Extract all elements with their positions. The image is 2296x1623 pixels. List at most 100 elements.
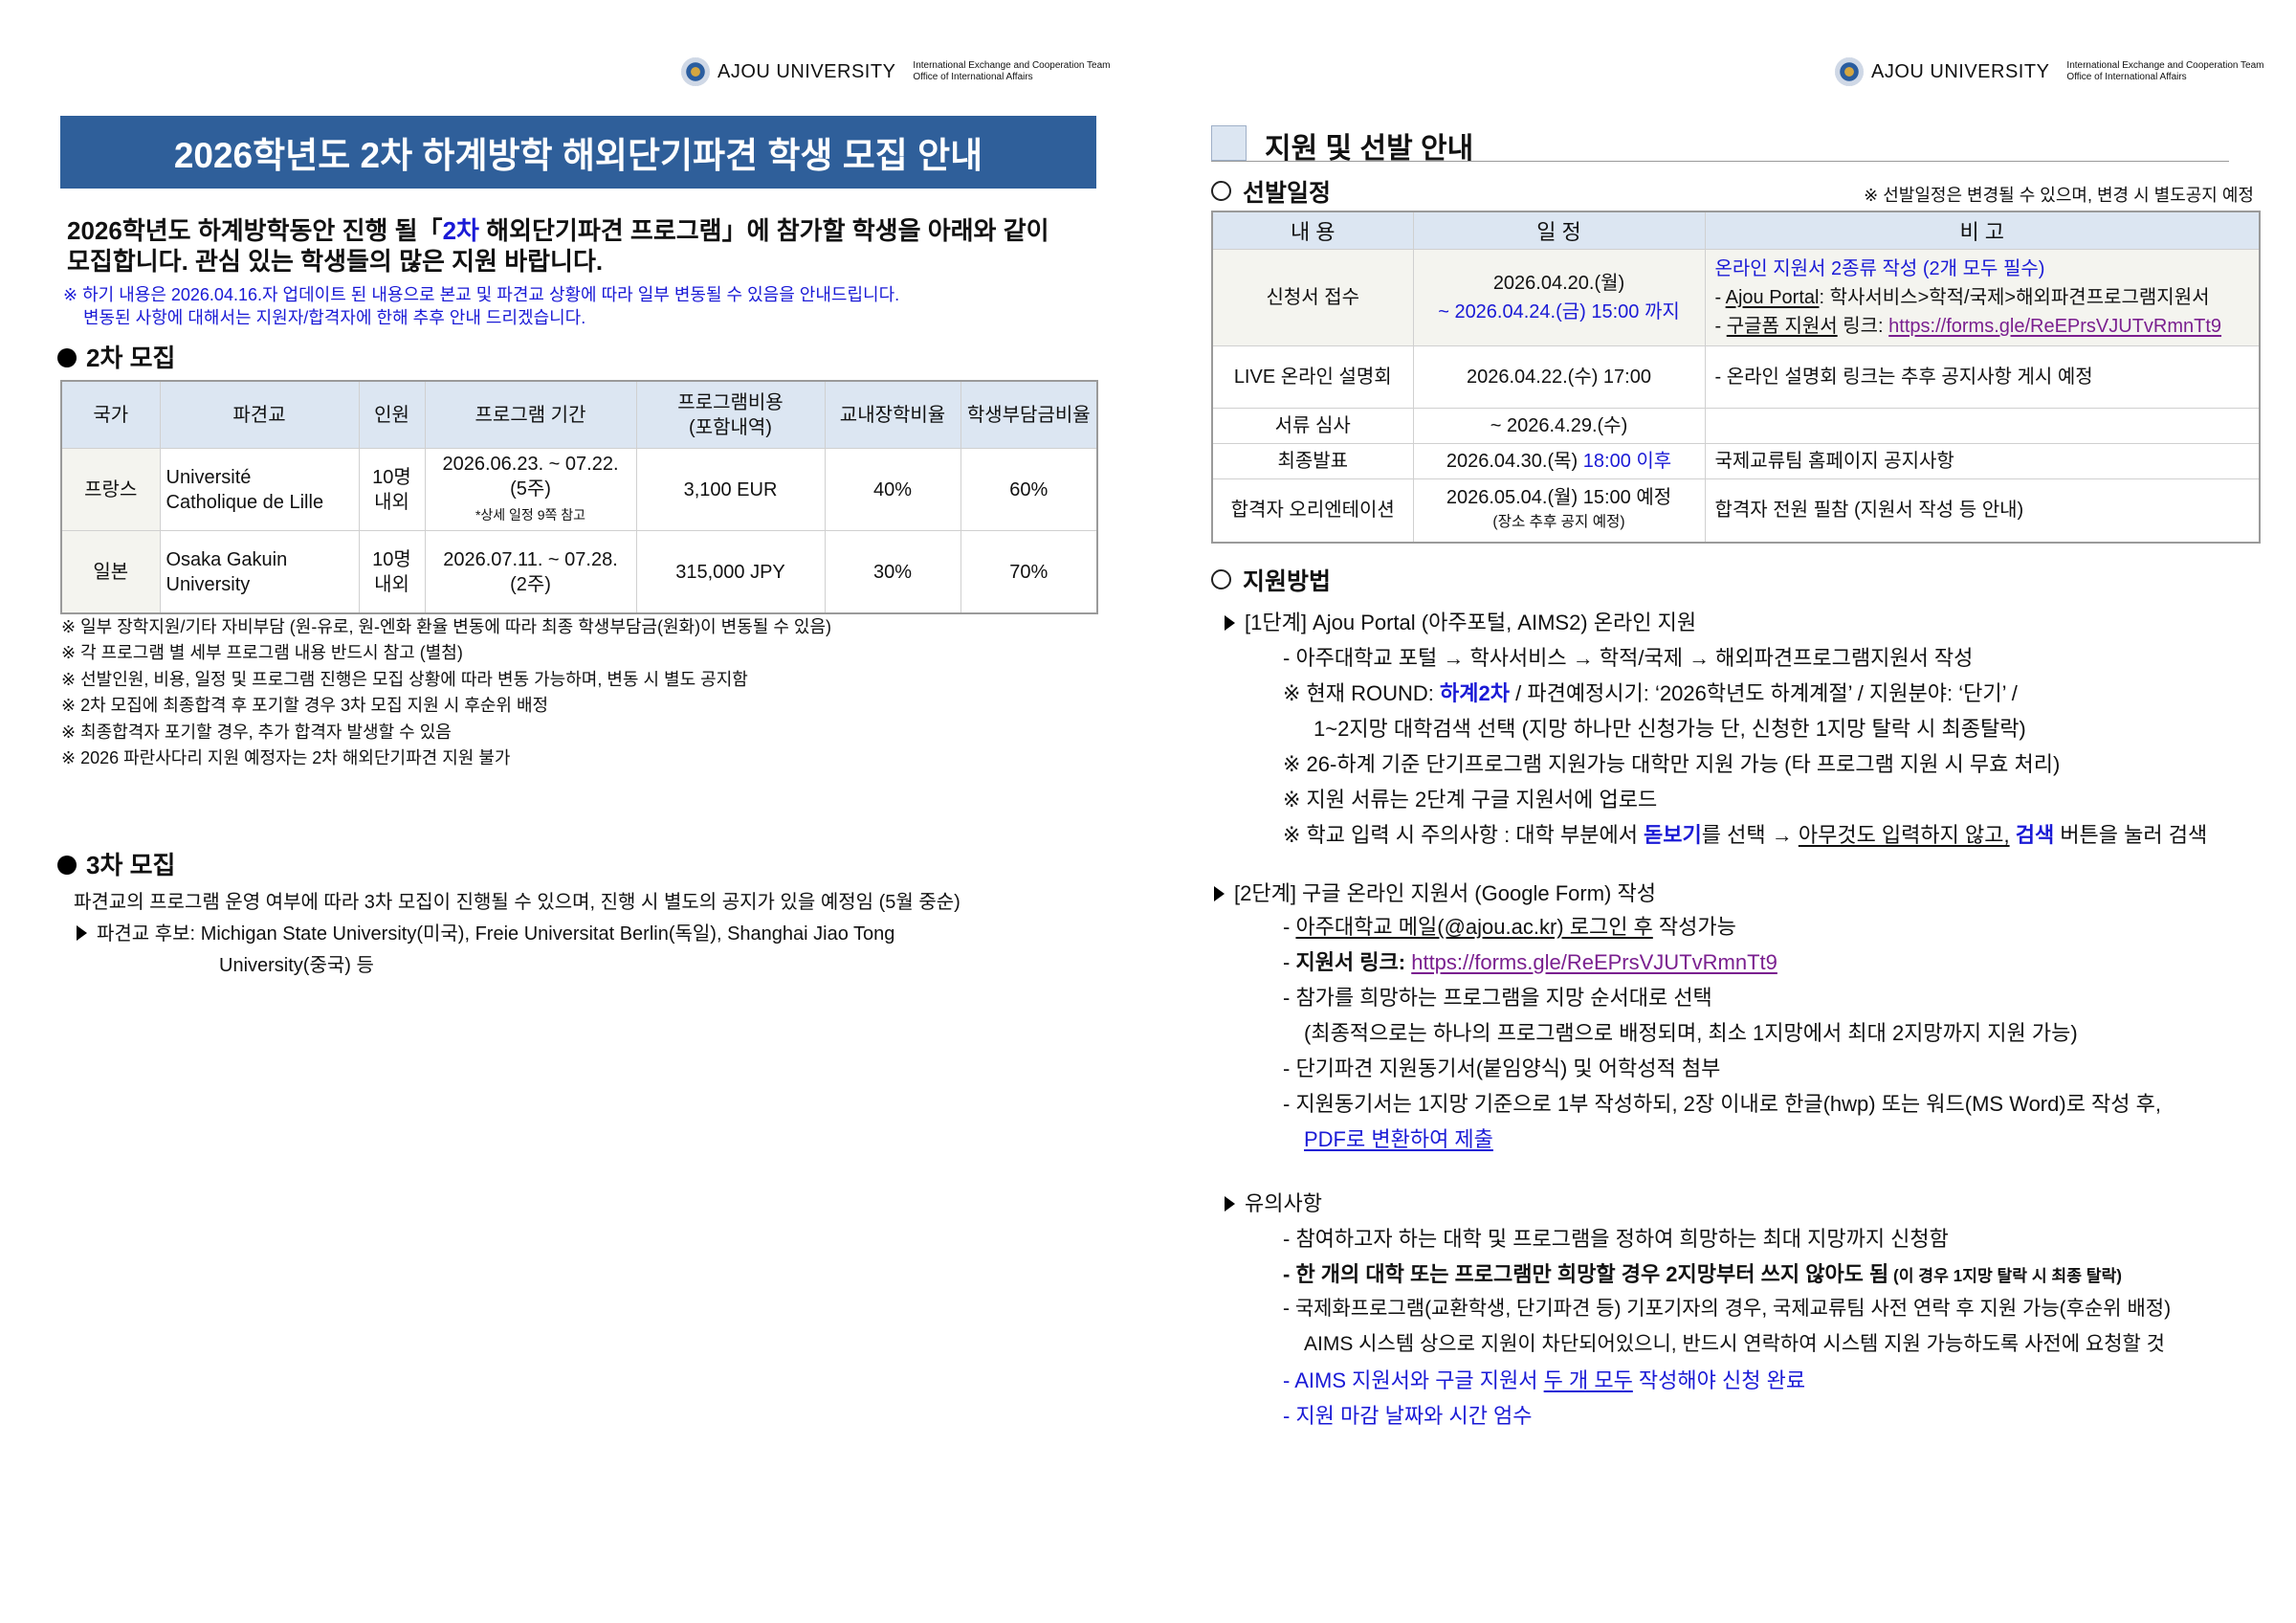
col-scholarship: 교내장학비율	[824, 380, 961, 449]
student-share: 60%	[960, 448, 1098, 531]
text-segment: 아주대학교 메일(@ajou.ac.kr) 로그인 후	[1295, 915, 1653, 939]
schedule-date: 2026.05.04.(월) 15:00 예정 (장소 추후 공지 예정)	[1412, 478, 1706, 543]
round2-heading: 2차 모집	[57, 339, 175, 374]
text-segment: 18:00 이후	[1582, 451, 1672, 472]
round3-candidates-cont: University(중국) 등	[219, 955, 374, 976]
section-title: 지원 및 선발 안내	[1265, 133, 1474, 165]
team-name: International Exchange and Cooperation T…	[913, 60, 1111, 71]
text-segment: 지원서 링크:	[1295, 950, 1412, 974]
remark-line: 합격자 전원 필참 (지원서 작성 등 안내)	[1715, 496, 2254, 524]
caution-line: - 국제화프로그램(교환학생, 단기파견 등) 기포기자의 경우, 국제교류팀 …	[1283, 1293, 2171, 1322]
update-notice-2: 변동된 사항에 대해서는 지원자/합격자에 한해 추후 안내 드리겠습니다.	[83, 308, 586, 327]
cautions-heading: 유의사항	[1225, 1187, 1322, 1217]
table-row: 최종발표 2026.04.30.(목) 18:00 이후 국제교류팀 홈페이지 …	[1211, 443, 2261, 479]
date-line: 2026.04.20.(월)	[1420, 269, 1699, 298]
text-segment: - 단기파견 지원동기서(붙임양식) 및 어학성적 첨부	[1283, 1056, 1721, 1080]
section-square-icon	[1211, 125, 1247, 161]
method-heading-text: 지원방법	[1243, 568, 1332, 595]
step2-text: [2단계] 구글 온라인 지원서 (Google Form) 작성	[1234, 881, 1656, 905]
text-segment: 링크:	[1837, 316, 1889, 337]
text-segment: ※ 지원 서류는 2단계 구글 지원서에 업로드	[1283, 788, 1658, 812]
text-segment: ※ 현재 ROUND:	[1283, 681, 1441, 705]
period: 2026.06.23. ~ 07.22. (5주) *상세 일정 9쪽 참고	[424, 448, 637, 531]
university-logo: AJOU UNIVERSITY International Exchange a…	[681, 57, 1111, 86]
caution-line: - AIMS 지원서와 구글 지원서 두 개 모두 작성해야 신청 완료	[1283, 1364, 1805, 1394]
note-line: ※ 일부 장학지원/기타 자비부담 (원-유로, 원-엔화 환율 변동에 따라 …	[61, 617, 832, 636]
date-line: ~ 2026.4.29.(수)	[1420, 411, 1699, 440]
text-segment: 2차	[442, 216, 479, 245]
table-row: LIVE 온라인 설명회 2026.04.22.(수) 17:00 - 온라인 …	[1211, 345, 2261, 409]
office-line: Office of International Affairs	[913, 72, 1033, 82]
remark-line[interactable]: - 구글폼 지원서 링크: https://forms.gle/ReEPrsVJ…	[1715, 312, 2254, 341]
note-line: ※ 최종합격자 포기할 경우, 추가 합격자 발생할 수 있음	[61, 723, 452, 742]
text-segment: / 파견예정시기: ‘2026학년도 하계계절’ / 지원분야: ‘단기’ /	[1510, 681, 2018, 705]
date-line: 2026.05.04.(월) 15:00 예정	[1420, 486, 1699, 509]
schedule-remark: - 온라인 설명회 링크는 추후 공지사항 게시 예정	[1704, 345, 2261, 409]
schedule-heading: 선발일정	[1211, 174, 1331, 209]
note-line: ※ 각 프로그램 별 세부 프로그램 내용 반드시 참고 (별첨)	[61, 643, 463, 662]
university-name: AJOU UNIVERSITY	[718, 60, 896, 82]
university-logo: AJOU UNIVERSITY International Exchange a…	[1835, 57, 2264, 86]
text-segment: 작성가능	[1652, 915, 1736, 939]
table-row: 합격자 오리엔테이션 2026.05.04.(월) 15:00 예정 (장소 추후…	[1211, 478, 2261, 543]
schedule-remark: 온라인 지원서 2종류 작성 (2개 모두 필수) - Ajou Portal: …	[1704, 249, 2261, 346]
text-segment: -	[1714, 287, 1726, 308]
form-link[interactable]: https://forms.gle/ReEPrsVJUTvRmnTt9	[1888, 316, 2222, 337]
text-segment: - 지원동기서는 1지망 기준으로 1부 작성하되, 2장 이내로 한글(hwp…	[1283, 1092, 2161, 1116]
schedule-date: 2026.04.22.(수) 17:00	[1412, 345, 1706, 409]
schedule-date: ~ 2026.4.29.(수)	[1412, 408, 1706, 444]
text-segment: (최종적으로는 하나의 프로그램으로 배정되며, 최소 1지망에서 최대 2지망…	[1304, 1021, 2078, 1045]
capacity-line: 10명	[372, 548, 411, 570]
text-segment: : 학사서비스>학적/국제>해외파견프로그램지원서	[1819, 287, 2210, 308]
form-link-line[interactable]: - 지원서 링크: https://forms.gle/ReEPrsVJUTvR…	[1283, 945, 1777, 976]
text-segment: 하계2차	[1440, 681, 1510, 705]
text-segment: ※ 26-하계 기준 단기프로그램 지원가능 대학만 지원 가능 (타 프로그램…	[1283, 752, 2061, 776]
col-cost: 프로그램비용 (포함내역)	[635, 380, 826, 449]
method-line: - 단기파견 지원동기서(붙임양식) 및 어학성적 첨부	[1283, 1052, 1720, 1082]
col-country: 국가	[60, 380, 161, 449]
schedule-table: 내 용 일 정 비 고 신청서 접수 2026.04.20.(월) ~ 2026.…	[1211, 211, 2261, 544]
text-segment: -	[1283, 915, 1296, 939]
cost: 3,100 EUR	[635, 448, 826, 531]
text-segment: [1단계] Ajou Portal (아주포털, AIMS2) 온라인 지원	[1245, 611, 1697, 634]
school-line: Osaka Gakuin	[166, 548, 288, 570]
text-segment: (이 경우 1지망 탈락 시 최종 탈락)	[1888, 1266, 2123, 1285]
schedule-remark	[1704, 408, 2261, 444]
period: 2026.07.11. ~ 07.28. (2주)	[424, 530, 637, 614]
table-row: 서류 심사 ~ 2026.4.29.(수)	[1211, 408, 2261, 444]
form-link[interactable]: https://forms.gle/ReEPrsVJUTvRmnTt9	[1411, 950, 1777, 974]
note-line: ※ 선발인원, 비용, 일정 및 프로그램 진행은 모집 상황에 따라 변동 가…	[61, 670, 748, 689]
text-segment: ~ 2026.4.29.(수)	[1490, 415, 1628, 436]
program-table: 국가 파견교 인원 프로그램 기간 프로그램비용 (포함내역) 교내장학비율 학…	[60, 380, 1098, 614]
round3-candidates: 파견교 후보: Michigan State University(미국), F…	[77, 918, 894, 945]
circle-bullet-icon	[1211, 181, 1231, 201]
method-heading: 지원방법	[1211, 563, 1331, 597]
text-segment: 검색	[2015, 823, 2055, 847]
schedule-item: 최종발표	[1211, 443, 1414, 479]
school-line: University	[166, 573, 251, 595]
remark-line: - 온라인 설명회 링크는 추후 공지사항 게시 예정	[1715, 363, 2254, 391]
method-line: ※ 학교 입력 시 주의사항 : 대학 부분에서 돋보기를 선택 → 아무것도 …	[1283, 818, 2207, 849]
table-header-row: 내 용 일 정 비 고	[1211, 211, 2261, 250]
text-segment: AIMS 시스템 상으로 지원이 차단되어있으니, 반드시 연락하여 시스템 지…	[1304, 1333, 2165, 1355]
period-weeks: (5주)	[510, 478, 551, 500]
country: 일본	[60, 530, 161, 614]
text-segment: 돋보기	[1644, 823, 1702, 847]
scholarship: 40%	[824, 448, 961, 531]
scholarship: 30%	[824, 530, 961, 614]
update-notice-1: ※ 하기 내용은 2026.04.16.자 업데이트 된 내용으로 본교 및 파…	[63, 285, 900, 304]
university-name: AJOU UNIVERSITY	[1871, 60, 2050, 82]
caution-line: - 지원 마감 날짜와 시간 엄수	[1283, 1399, 1533, 1430]
col-period: 프로그램 기간	[424, 380, 637, 449]
text-segment: ~ 2026.04.24.(금) 15:00 까지	[1438, 301, 1680, 322]
triangle-bullet-icon	[1225, 1196, 1235, 1212]
schedule-item: 서류 심사	[1211, 408, 1414, 444]
col-capacity: 인원	[358, 380, 426, 449]
text-segment: ※ 학교 입력 시 주의사항 : 대학 부분에서	[1283, 823, 1645, 847]
text-segment: 국제교류팀 홈페이지 공지사항	[1714, 451, 1954, 472]
intro-line-1: 2026학년도 하계방학동안 진행 될「2차 해외단기파견 프로그램」에 참가할…	[67, 211, 1049, 247]
method-line: ※ 지원 서류는 2단계 구글 지원서에 업로드	[1283, 783, 1657, 813]
method-line: - 지원동기서는 1지망 기준으로 1부 작성하되, 2장 이내로 한글(hwp…	[1283, 1087, 2161, 1118]
text-segment: 2026학년도 하계방학동안 진행 될「	[67, 216, 443, 245]
bullet-icon	[57, 856, 77, 875]
